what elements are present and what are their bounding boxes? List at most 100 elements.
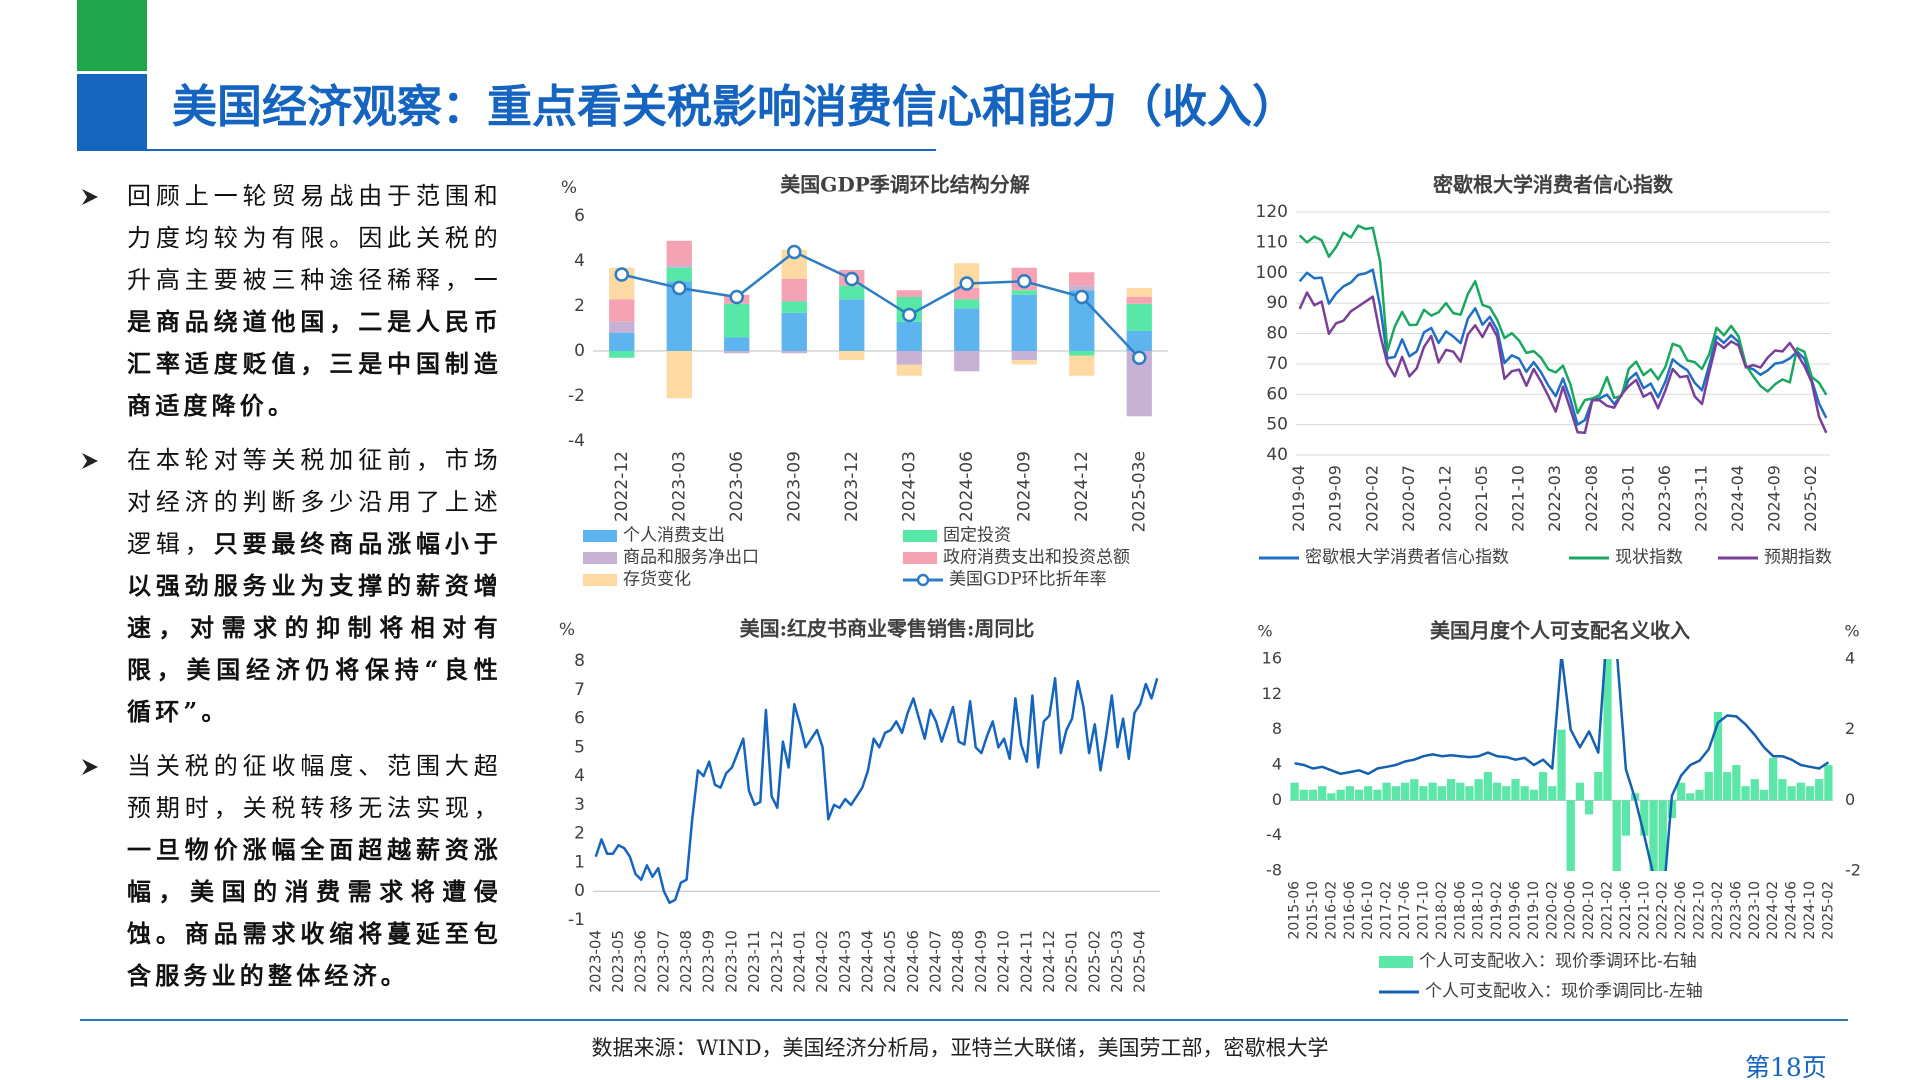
x-tick-label: 2018-06 <box>1452 881 1468 940</box>
x-tick-label: 2018-10 <box>1471 881 1487 940</box>
bar-segment <box>954 351 980 372</box>
bar-segment <box>724 303 750 338</box>
x-tick-label: 2023-10 <box>1747 881 1763 940</box>
bar <box>1308 789 1318 801</box>
line-marker <box>614 267 629 282</box>
x-tick-label: 2024-05 <box>881 930 899 993</box>
bar <box>1741 786 1750 801</box>
bar-segment <box>666 265 692 268</box>
bar <box>1400 782 1410 801</box>
x-tick-label: 2021-10 <box>1636 881 1652 940</box>
x-tick-label: 2024-09 <box>972 930 990 993</box>
x-tick-label: 2023-06 <box>1655 465 1674 532</box>
bar <box>1327 793 1336 801</box>
x-tick-label: 2019-02 <box>1489 881 1505 940</box>
y-tick-label: 4 <box>1272 755 1282 774</box>
bar <box>1658 800 1667 871</box>
chart-redbook: 美国:红皮书商业零售销售:周同比% -1 0 1 2 3 4 5 6 7 8 2023-04 2023-… <box>559 617 1160 993</box>
bar <box>1410 779 1419 801</box>
bar <box>1428 782 1437 801</box>
chart-title: 美国月度个人可支配名义收入 <box>1430 619 1690 643</box>
bullet-text: 在本轮对等关税加征前，市场对经济的判断多少沿用了上述逻辑， <box>127 446 502 558</box>
x-tick-label: 2023-01 <box>1618 465 1637 532</box>
x-tick-label: 2020-10 <box>1581 881 1597 940</box>
bar <box>1299 789 1308 801</box>
x-tick-label: 2016-02 <box>1323 881 1339 940</box>
bar <box>1446 779 1456 801</box>
x-tick-label: 2024-03 <box>899 451 919 522</box>
bullet-text: 一旦物价涨幅全面超越薪资涨幅，美国的消费需求将遭侵蚀。商品需求收缩将蔓延至包含服… <box>127 835 502 990</box>
y2-tick-label: 4 <box>1845 649 1855 668</box>
bar <box>1345 786 1354 801</box>
x-tick-label: 2024-02 <box>813 930 831 993</box>
bar <box>1437 786 1446 801</box>
legend-swatch <box>1379 956 1413 968</box>
bar <box>1465 786 1474 801</box>
bar <box>1695 789 1704 801</box>
x-tick-label: 2025-02 <box>1801 465 1820 532</box>
x-tick-label: 2025-02 <box>1820 881 1836 940</box>
bar <box>1336 789 1345 801</box>
bar-segment <box>839 285 865 300</box>
x-tick-label: 2024-10 <box>1802 881 1818 940</box>
y-tick-label: 6 <box>574 206 585 226</box>
y-tick-label: 7 <box>574 680 585 700</box>
x-tick-label: 2023-02 <box>1710 881 1726 940</box>
legend-label: 个人可支配收入：现价季调环比-右轴 <box>1419 952 1697 972</box>
bar <box>1511 779 1520 801</box>
x-tick-label: 2019-09 <box>1326 465 1345 532</box>
legend-label: 商品和服务净出口 <box>623 548 759 568</box>
bar-segment <box>1011 360 1037 365</box>
y2-tick-label: -2 <box>1845 861 1861 880</box>
bar-segment <box>1126 288 1152 297</box>
deco-green <box>77 0 147 71</box>
x-tick-label: 2023-10 <box>722 930 740 993</box>
x-tick-label: 2024-06 <box>957 451 977 522</box>
legend-label: 政府消费支出和投资总额 <box>943 548 1130 568</box>
bullet-icon <box>82 759 98 775</box>
x-tick-label: 2017-06 <box>1397 881 1413 940</box>
y-tick-label: 8 <box>574 651 585 671</box>
bar <box>1538 772 1548 801</box>
x-tick-label: 2024-03 <box>836 930 854 993</box>
bar <box>1548 786 1557 801</box>
y-tick-label: -1 <box>568 910 585 930</box>
x-tick-label: 2024-11 <box>1017 930 1035 993</box>
bar <box>1594 772 1603 801</box>
bullet-icon <box>82 453 98 469</box>
y-tick-label: 6 <box>574 709 585 729</box>
bar-segment <box>1126 297 1152 304</box>
legend-swatch <box>903 530 937 542</box>
legend-swatch <box>583 530 617 542</box>
x-tick-label: 2025-04 <box>1131 930 1149 993</box>
bar-segment <box>609 321 635 333</box>
bar-segment <box>896 351 922 365</box>
y-tick-label: -4 <box>1266 825 1282 844</box>
x-tick-label: 2024-04 <box>1728 465 1747 532</box>
x-tick-label: 2023-04 <box>586 930 604 993</box>
bar <box>1815 779 1824 801</box>
x-tick-label: 2025-01 <box>1063 930 1081 993</box>
bar <box>1723 772 1732 801</box>
bar-segment <box>839 351 865 360</box>
bar <box>1456 782 1465 801</box>
bar-segment <box>896 364 922 376</box>
bar <box>1419 786 1428 801</box>
bar <box>1373 789 1382 801</box>
bar <box>1382 782 1391 801</box>
x-tick-label: 2020-06 <box>1563 881 1579 940</box>
x-tick-label: 2025-02 <box>1085 930 1103 993</box>
x-tick-label: 2024-12 <box>1072 451 1092 522</box>
x-tick-label: 2020-02 <box>1544 881 1560 940</box>
bar <box>1621 800 1631 836</box>
x-tick-label: 2023-08 <box>677 930 695 993</box>
x-tick-label: 2023-07 <box>654 930 672 993</box>
x-tick-label: 2024-09 <box>1014 451 1034 522</box>
series-line <box>1298 224 1828 415</box>
source-note: 数据来源：WIND，美国经济分析局，亚特兰大联储，美国劳工部，密歇根大学 <box>591 1036 1329 1060</box>
legend-swatch <box>583 574 617 586</box>
legend-swatch <box>903 552 937 564</box>
bar <box>1364 786 1373 801</box>
x-tick-label: 2018-02 <box>1434 881 1450 940</box>
y-unit: % <box>1257 622 1272 641</box>
